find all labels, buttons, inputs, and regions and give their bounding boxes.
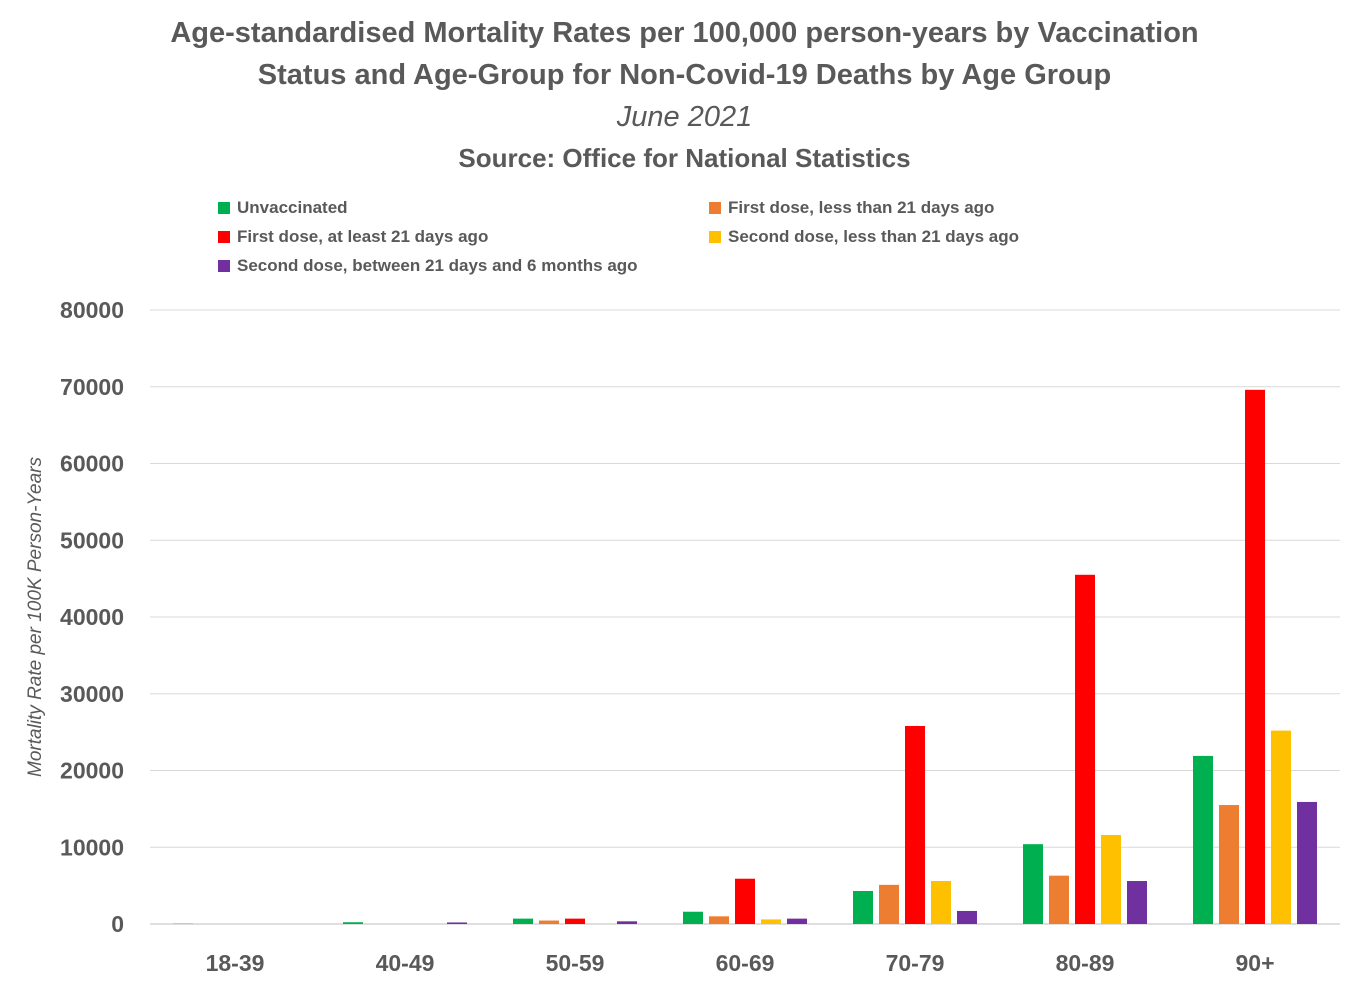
bar — [1245, 389, 1265, 924]
x-tick-label: 70-79 — [886, 950, 945, 976]
y-tick-label: 70000 — [60, 374, 124, 400]
legend-swatch-second-dose-recent — [709, 231, 721, 243]
chart-source: Source: Office for National Statistics — [458, 143, 911, 173]
y-tick-label: 0 — [111, 911, 124, 937]
grid-lines — [150, 309, 1340, 925]
bar — [1127, 881, 1147, 924]
y-tick-label: 20000 — [60, 758, 124, 784]
legend-item-second-dose-21d-6m: Second dose, between 21 days and 6 month… — [218, 256, 638, 276]
bar — [709, 916, 729, 924]
chart-title-line-1: Age-standardised Mortality Rates per 100… — [170, 17, 1199, 49]
bar — [931, 881, 951, 924]
bars — [173, 389, 1317, 924]
x-tick-label: 80-89 — [1056, 950, 1115, 976]
chart-subtitle: June 2021 — [616, 101, 753, 133]
bar — [761, 919, 781, 924]
y-axis-ticks: 0 10000 20000 30000 40000 50000 60000 70000 8000… — [60, 297, 124, 937]
x-axis-ticks: 18-39 40-49 50-59 60-69 70-79 80-89 90+ — [206, 950, 1275, 976]
legend-swatch-first-dose-recent — [709, 202, 721, 214]
bar — [1297, 801, 1317, 924]
x-tick-label: 40-49 — [376, 950, 435, 976]
legend-label-first-dose-21plus: First dose, at least 21 days ago — [237, 227, 489, 246]
bar — [1023, 844, 1043, 924]
y-axis-label: Mortality Rate per 100K Person-Years — [25, 457, 46, 777]
legend-swatch-unvaccinated — [218, 202, 230, 214]
x-tick-label: 50-59 — [546, 950, 605, 976]
bar — [343, 922, 363, 924]
chart-title-line-2: Status and Age-Group for Non-Covid-19 De… — [257, 59, 1112, 91]
legend-item-second-dose-recent: Second dose, less than 21 days ago — [709, 227, 1019, 247]
bar — [565, 918, 585, 924]
bar — [957, 910, 977, 924]
x-tick-label: 60-69 — [716, 950, 775, 976]
x-tick-label: 18-39 — [206, 950, 265, 976]
y-tick-label: 60000 — [60, 451, 124, 477]
bar — [447, 922, 467, 924]
y-tick-label: 40000 — [60, 604, 124, 630]
bar — [853, 890, 873, 924]
bar — [905, 725, 925, 924]
bar — [617, 921, 637, 924]
y-tick-label: 80000 — [60, 297, 124, 323]
bar — [787, 918, 807, 924]
bar — [735, 878, 755, 924]
legend-label-second-dose-21d-6m: Second dose, between 21 days and 6 month… — [237, 256, 638, 275]
bar — [683, 911, 703, 924]
chart-title-block: Age-standardised Mortality Rates per 100… — [0, 12, 1369, 178]
legend-item-unvaccinated: Unvaccinated — [218, 198, 348, 218]
legend-swatch-first-dose-21plus — [218, 231, 230, 243]
bar — [539, 920, 559, 924]
bar — [1075, 574, 1095, 924]
bar — [1271, 730, 1291, 924]
bar — [513, 918, 533, 924]
x-tick-label: 90+ — [1235, 950, 1274, 976]
bar — [1219, 805, 1239, 924]
legend-label-first-dose-recent: First dose, less than 21 days ago — [728, 198, 995, 217]
legend-swatch-second-dose-21d-6m — [218, 260, 230, 272]
y-tick-label: 10000 — [60, 834, 124, 860]
bar — [1101, 834, 1121, 924]
chart-legend: Unvaccinated First dose, less than 21 da… — [218, 198, 1118, 288]
bar — [1049, 875, 1069, 924]
bar — [1193, 755, 1213, 924]
legend-item-first-dose-21plus: First dose, at least 21 days ago — [218, 227, 488, 247]
bar — [879, 884, 899, 924]
legend-item-first-dose-recent: First dose, less than 21 days ago — [709, 198, 994, 218]
legend-label-unvaccinated: Unvaccinated — [237, 198, 348, 217]
legend-label-second-dose-recent: Second dose, less than 21 days ago — [728, 227, 1019, 246]
y-tick-label: 30000 — [60, 681, 124, 707]
y-tick-label: 50000 — [60, 527, 124, 553]
